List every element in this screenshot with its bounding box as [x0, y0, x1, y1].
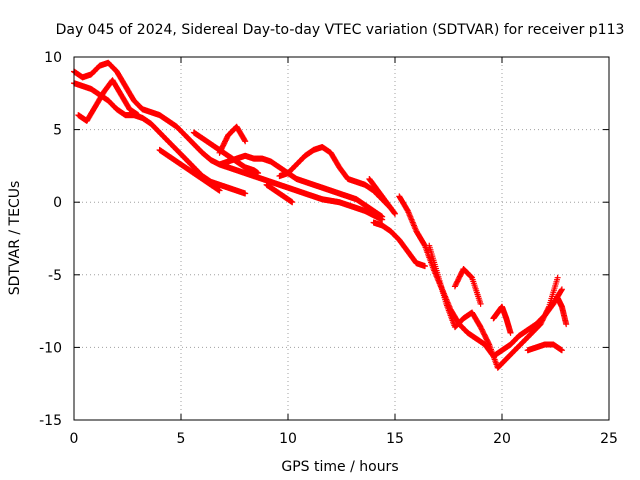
series-track-d — [156, 146, 223, 194]
y-tick-label: -10 — [39, 340, 62, 356]
series-track-i — [263, 181, 296, 206]
series-track-p — [524, 341, 565, 354]
data-point — [485, 340, 492, 347]
series-track-c — [75, 77, 142, 124]
data-point — [241, 137, 248, 144]
series-track-k — [370, 219, 428, 270]
data-point — [421, 241, 428, 248]
series-track-q — [554, 295, 570, 328]
x-tick-label: 25 — [600, 431, 618, 447]
x-tick-label: 15 — [386, 431, 404, 447]
series-track-a — [71, 59, 386, 223]
series-track-o — [490, 303, 514, 336]
series-track-l — [396, 193, 565, 360]
series-track-g — [216, 152, 386, 220]
data-point — [242, 138, 249, 145]
data-point — [554, 274, 561, 281]
y-tick-label: -5 — [48, 268, 62, 284]
data-point — [545, 304, 552, 311]
y-tick-label: 10 — [44, 50, 62, 66]
x-tick-label: 0 — [70, 431, 79, 447]
data-points — [71, 59, 570, 371]
x-tick-label: 10 — [279, 431, 297, 447]
series-track-m — [426, 242, 561, 371]
data-point — [563, 321, 570, 328]
chart-title: Day 045 of 2024, Sidereal Day-to-day VTE… — [56, 22, 625, 38]
data-point — [558, 286, 565, 293]
y-tick-label: -15 — [39, 413, 62, 429]
y-tick-label: 0 — [53, 195, 62, 211]
data-point — [392, 210, 398, 217]
series-track-n — [451, 265, 484, 307]
data-point — [421, 263, 428, 270]
data-point — [242, 190, 249, 197]
x-tick-label: 5 — [177, 431, 186, 447]
data-point — [467, 273, 474, 280]
data-point — [558, 287, 565, 294]
series-track-j — [366, 175, 398, 217]
plot-frame — [73, 56, 610, 421]
data-point — [477, 300, 484, 307]
grid-lines — [74, 57, 609, 420]
data-point — [255, 170, 262, 177]
data-point — [289, 199, 296, 206]
y-tick-label: 5 — [53, 123, 62, 139]
x-axis-label: GPS time / hours — [281, 459, 398, 475]
y-axis: -15 -10 -5 0 5 10 — [39, 50, 609, 429]
series-track-f — [216, 123, 249, 156]
series-track-h — [276, 144, 394, 212]
data-point — [391, 209, 398, 216]
y-axis-label: SDTVAR / TECUs — [7, 181, 23, 296]
data-point — [135, 112, 142, 119]
data-point — [379, 213, 386, 220]
data-point — [507, 329, 514, 336]
x-axis: 0 5 10 15 20 25 — [70, 57, 618, 447]
data-point — [216, 187, 223, 194]
data-point — [558, 347, 565, 354]
x-tick-label: 20 — [493, 431, 511, 447]
